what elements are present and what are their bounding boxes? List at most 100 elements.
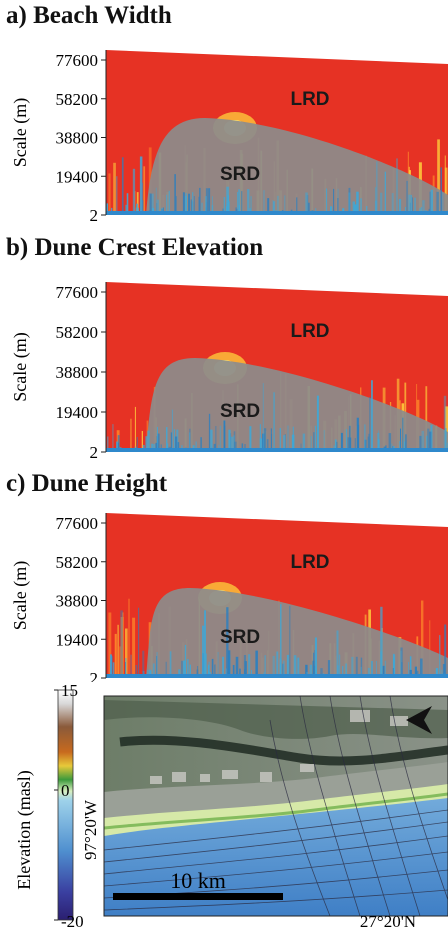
srd-label: SRD	[220, 401, 260, 422]
wavelet-streak	[145, 436, 148, 452]
wavelet-streak	[142, 650, 145, 678]
wavelet-streak	[147, 430, 150, 452]
wavelet-streak	[414, 197, 416, 215]
wavelet-streak	[264, 428, 267, 452]
wavelet-streak	[336, 630, 339, 678]
wavelet-streak	[156, 652, 158, 678]
wavelet-streak	[235, 656, 239, 678]
wavelet-streak	[169, 651, 172, 678]
wavelet-streak	[197, 666, 199, 678]
wavelet-streak	[135, 665, 138, 678]
wavelet-streak	[124, 662, 126, 678]
north-arrow-icon	[406, 706, 432, 734]
wavelet-streak	[166, 427, 168, 452]
hotspot-streak	[125, 628, 128, 678]
wavelet-streak	[366, 206, 368, 215]
wavelet-streak	[422, 200, 425, 215]
hotspot-streak	[136, 192, 139, 215]
hotspot-streak	[128, 598, 130, 678]
wavelet-streak	[156, 203, 158, 215]
colorbar-tick-bottom: -20	[61, 912, 84, 931]
wavelet-streak	[225, 206, 228, 215]
wavelet-streak	[337, 198, 339, 215]
baseline-band	[106, 448, 448, 452]
wavelet-streak	[263, 190, 265, 215]
wavelet-streak	[213, 443, 216, 452]
wavelet-streak	[271, 433, 273, 452]
wavelet-streak	[200, 437, 202, 452]
wavelet-streak	[208, 661, 210, 678]
wavelet-streak	[408, 194, 411, 215]
wavelet-streak	[277, 195, 279, 215]
wavelet-streak	[414, 666, 417, 678]
wavelet-streak	[230, 433, 232, 452]
wavelet-streak	[139, 156, 143, 215]
wavelet-streak	[345, 663, 347, 678]
wavelet-streak	[348, 425, 351, 452]
wavelet-streak	[184, 195, 187, 215]
wavelet-streak	[406, 180, 408, 215]
wavelet-streak	[272, 655, 275, 678]
wavelet-streak	[211, 658, 214, 678]
hotspot-streak	[108, 173, 111, 215]
wavelet-streak	[297, 657, 300, 678]
wavelet-streak	[195, 441, 197, 452]
y-tick-label: 77600	[56, 514, 99, 533]
wavelet-streak	[107, 436, 109, 452]
wavelet-streak	[375, 661, 377, 678]
hotspot-streak	[130, 418, 132, 452]
wavelet-streak	[314, 425, 316, 452]
wavelet-streak	[399, 441, 401, 452]
wavelet-streak	[166, 443, 169, 452]
hotspot-streak	[113, 162, 116, 215]
wavelet-streak	[420, 658, 423, 678]
wavelet-streak	[360, 198, 362, 215]
colorbar	[57, 689, 74, 921]
wavelet-streak	[228, 650, 231, 678]
wavelet-streak	[219, 425, 222, 452]
wavelet-streak	[384, 171, 386, 215]
wavelet-streak	[152, 663, 155, 678]
wavelet-streak	[262, 383, 264, 452]
wavelet-streak	[272, 200, 274, 215]
srd-label: SRD	[220, 627, 260, 648]
wavelet-streak	[106, 203, 108, 215]
wavelet-streak	[237, 192, 239, 215]
wavelet-streak	[405, 434, 407, 452]
wavelet-streak	[190, 199, 192, 215]
wavelet-streak	[239, 668, 241, 678]
hotspot-streak	[114, 633, 117, 678]
wavelet-streak	[291, 434, 295, 452]
wavelet-streak	[166, 194, 168, 215]
scalogram-plot: 77600 58200 38800 19400 2 Scale (m) LRD SRD	[10, 50, 448, 225]
wavelet-streak	[125, 204, 128, 215]
wavelet-streak	[205, 196, 207, 215]
wavelet-streak	[388, 433, 392, 452]
wavelet-streak	[148, 669, 152, 678]
y-tick-label: 19400	[56, 630, 99, 649]
y-tick-label: 2	[90, 206, 99, 225]
wavelet-streak	[223, 197, 226, 215]
wavelet-streak	[323, 430, 325, 452]
wavelet-streak	[273, 201, 275, 215]
lrd-label: LRD	[290, 89, 329, 110]
hotspot-streak	[421, 600, 424, 678]
wavelet-streak	[391, 193, 394, 215]
wavelet-streak	[232, 665, 235, 678]
hotspot-streak	[141, 431, 143, 452]
aerial-map	[104, 696, 448, 916]
wavelet-streak	[238, 189, 241, 215]
wavelet-streak	[210, 429, 213, 452]
wavelet-streak	[347, 437, 350, 452]
y-tick-label: 2	[90, 443, 99, 460]
wavelet-streak	[356, 417, 359, 452]
wavelet-streak	[264, 655, 266, 678]
y-tick-label: 77600	[56, 283, 99, 302]
wavelet-streak	[382, 665, 385, 678]
wavelet-streak	[338, 654, 341, 678]
wavelet-streak	[173, 429, 175, 452]
panel-title: a) Beach Width	[6, 2, 172, 29]
y-tick-label: 38800	[56, 592, 99, 611]
wavelet-streak	[349, 437, 352, 452]
y-tick-label: 19400	[56, 167, 99, 186]
